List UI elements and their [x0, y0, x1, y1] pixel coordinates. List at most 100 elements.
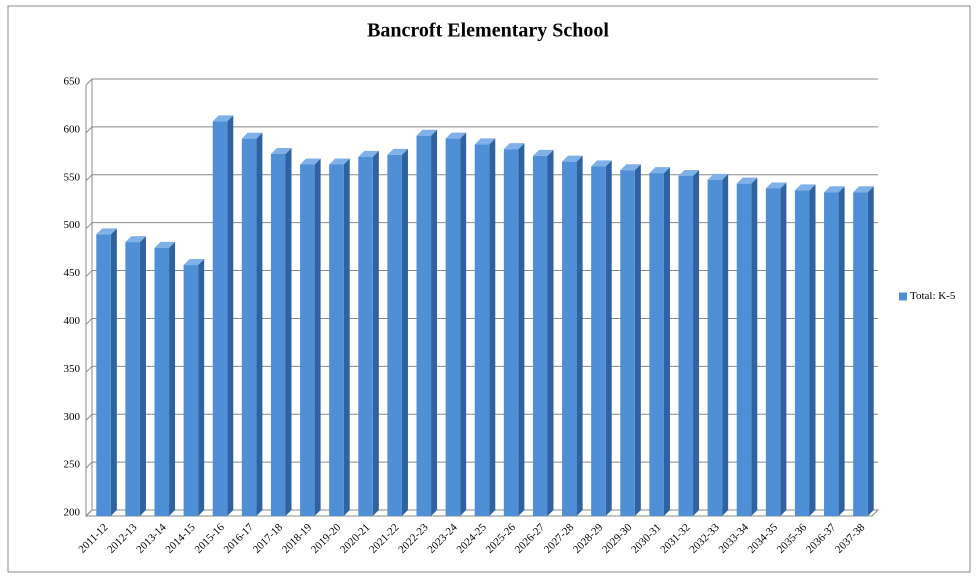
bar-top: [678, 169, 700, 176]
bar-top: [736, 177, 758, 184]
bar-top: [300, 158, 321, 165]
bar-side: [751, 177, 758, 516]
bar: [300, 164, 315, 517]
bar-top: [329, 158, 350, 165]
bar-top: [416, 129, 438, 136]
bar-side: [431, 129, 438, 517]
legend-label: Total: K-5: [910, 290, 956, 302]
y-tick-label: 400: [64, 315, 81, 327]
bar: [736, 183, 752, 516]
bar-top: [824, 186, 845, 193]
grid-connector: [85, 174, 93, 182]
grid-connector: [85, 78, 93, 86]
grid-connector: [85, 318, 93, 325]
grid-connector: [85, 222, 93, 230]
grid-connector: [85, 461, 93, 469]
grid-connector: [85, 270, 93, 277]
bar: [270, 153, 286, 516]
bar: [96, 234, 111, 516]
bar-top: [649, 167, 670, 174]
bar-side: [256, 132, 263, 516]
bar-side: [518, 143, 525, 516]
bar: [416, 135, 432, 517]
y-tick-label: 350: [64, 363, 81, 375]
bar: [358, 156, 373, 517]
bar-top: [125, 236, 146, 243]
grid-connector: [85, 413, 93, 421]
bar-top: [212, 115, 234, 122]
bar-side: [460, 132, 467, 516]
bar: [765, 188, 781, 516]
bar-top: [183, 259, 205, 266]
bar-side: [372, 150, 379, 517]
bar-top: [96, 228, 117, 235]
bar: [212, 121, 228, 516]
bar-top: [270, 147, 292, 154]
bar: [329, 164, 344, 517]
bar-top: [853, 186, 874, 193]
grid-connector: [85, 126, 93, 134]
bar-side: [285, 147, 292, 516]
bar-top: [532, 149, 554, 156]
bar-side: [139, 236, 146, 516]
bar-side: [809, 184, 816, 516]
bar-top: [707, 173, 729, 180]
bar: [562, 161, 577, 516]
bar-side: [867, 186, 874, 516]
bar: [154, 247, 170, 517]
bar-top: [445, 132, 467, 139]
grid-connector: [85, 365, 93, 373]
bar-top: [154, 241, 176, 248]
bar: [707, 179, 723, 516]
bar-side: [489, 138, 496, 517]
bar: [532, 155, 548, 516]
bar-side: [343, 158, 350, 517]
bar-side: [547, 149, 554, 516]
bar-side: [663, 167, 670, 517]
bar-top: [503, 143, 525, 150]
bar-top: [620, 164, 641, 171]
y-tick-label: 600: [64, 123, 81, 135]
bar-side: [722, 173, 729, 516]
y-tick-label: 450: [64, 267, 81, 279]
bar-top: [765, 182, 787, 189]
bar-side: [198, 259, 205, 516]
bar-side: [605, 160, 612, 516]
bar-side: [110, 228, 117, 516]
bar-side: [227, 115, 234, 516]
bar: [649, 173, 664, 517]
bar-side: [314, 158, 321, 517]
bar-side: [576, 155, 583, 516]
floor: [84, 509, 880, 517]
y-tick-label: 550: [64, 171, 81, 183]
chart-title: Bancroft Elementary School: [367, 20, 609, 42]
bar-side: [838, 186, 845, 516]
bar-top: [474, 138, 496, 145]
bar-top: [241, 132, 263, 139]
bar: [824, 192, 839, 516]
bar-side: [693, 169, 700, 516]
bar: [591, 166, 606, 516]
bar: [183, 265, 199, 516]
y-tick-label: 650: [64, 76, 81, 88]
bar: [853, 192, 868, 516]
bar: [503, 149, 519, 516]
bar-top: [794, 184, 816, 191]
bar-top: [591, 160, 612, 167]
bar-top: [562, 155, 583, 162]
y-tick-label: 250: [64, 459, 81, 471]
bar-side: [634, 164, 641, 516]
y-tick-label: 300: [64, 411, 81, 423]
bar-side: [401, 148, 408, 516]
y-tick-label: 500: [64, 219, 81, 231]
bar-side: [169, 241, 176, 517]
bar: [620, 170, 635, 516]
bar: [241, 138, 257, 516]
bar: [678, 175, 694, 516]
bar: [474, 144, 490, 517]
bar: [125, 242, 140, 516]
bar: [794, 190, 810, 516]
y-tick-label: 200: [64, 507, 81, 519]
bar-top: [358, 150, 379, 157]
